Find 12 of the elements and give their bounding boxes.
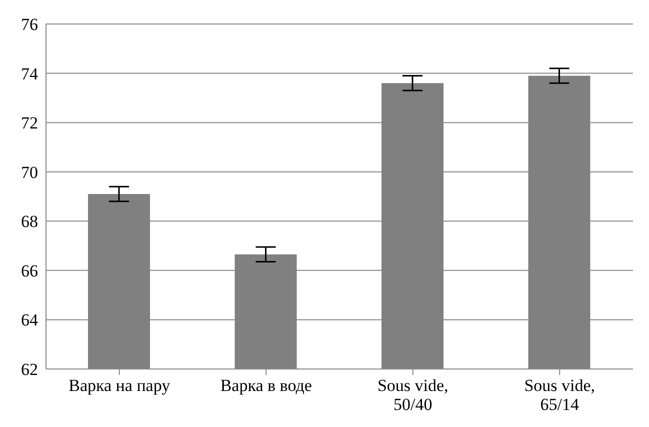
y-tick-label: 62 [21,360,38,380]
x-tick-label: Sous vide, 50/40 [377,376,448,414]
y-tick-label: 68 [21,212,38,232]
y-tick-label: 76 [21,15,38,34]
x-tick-label: Варка на пару [68,376,171,395]
x-tick-label: Варка в воде [220,376,312,395]
y-tick-label: 72 [21,114,38,133]
x-tick-label: Sous vide, 65/14 [524,376,596,414]
y-tick-label: 74 [21,64,38,84]
y-tick-label: 66 [21,261,38,280]
y-tick-label: 64 [21,310,38,330]
y-tick-label: 70 [21,162,38,182]
